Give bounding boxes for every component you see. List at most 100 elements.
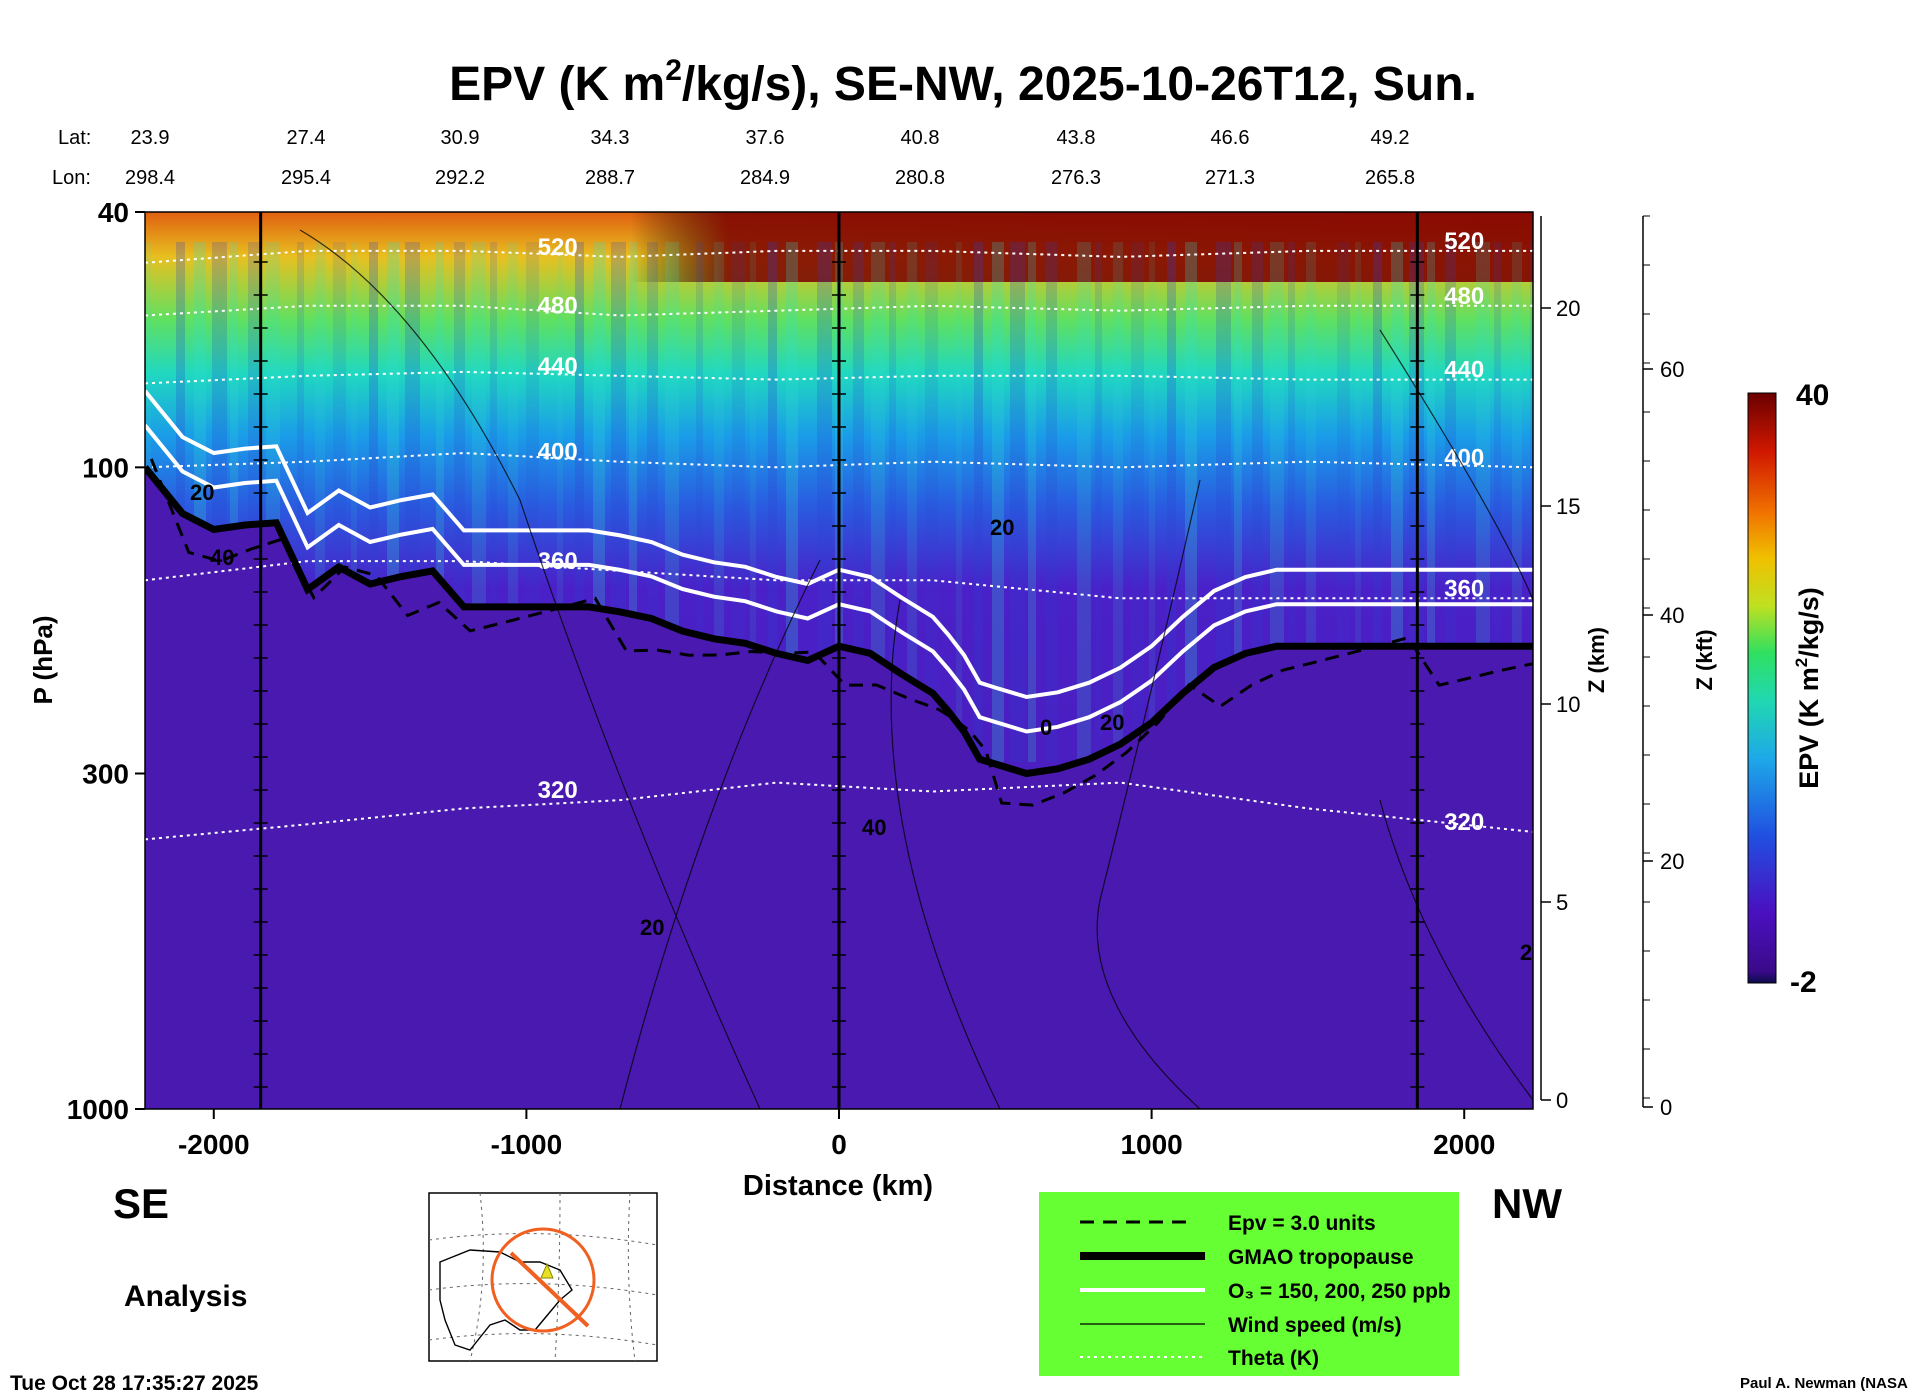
streak xyxy=(992,242,1004,762)
y-tick-label: 1000 xyxy=(67,1094,129,1125)
streak xyxy=(1113,242,1123,762)
streak xyxy=(557,242,563,762)
wind-line xyxy=(1379,329,1533,601)
wind-line xyxy=(299,229,761,1109)
streak xyxy=(1028,242,1036,762)
legend-item-tropopause: GMAO tropopause xyxy=(1228,1246,1414,1269)
credit-label: Paul A. Newman (NASA xyxy=(1740,1375,1908,1392)
z-kft-tick-label: 0 xyxy=(1660,1095,1672,1120)
theta-label: 360 xyxy=(1444,575,1484,602)
wind-label: 20 xyxy=(640,915,664,940)
x-axis: -2000 -1000 0 1000 2000 xyxy=(178,1109,1495,1160)
theta-label: 440 xyxy=(1444,357,1484,384)
lat-value: 49.2 xyxy=(1371,127,1410,149)
wind-line xyxy=(1096,479,1201,1109)
y-axis-pressure: 40 100 300 1000 xyxy=(67,197,145,1125)
streak xyxy=(1373,242,1382,762)
z-km-tick-label: 20 xyxy=(1556,296,1580,321)
streak xyxy=(768,242,777,762)
streak xyxy=(647,242,658,762)
lon-value: 280.8 xyxy=(895,167,945,189)
theta-label: 440 xyxy=(538,353,578,380)
streak xyxy=(1077,242,1091,762)
streak xyxy=(1306,242,1316,762)
lat-value: 23.9 xyxy=(131,127,170,149)
map-inset xyxy=(428,1192,658,1362)
theta-label: 320 xyxy=(1444,809,1484,836)
theta-line xyxy=(145,249,1533,264)
ozone-contour-200 xyxy=(145,389,1533,700)
wind-line xyxy=(890,599,1001,1109)
streak xyxy=(750,242,756,762)
streak xyxy=(1512,242,1522,762)
streak xyxy=(369,242,378,762)
gmao-tropopause-line xyxy=(145,465,1533,778)
x-tick-label: 1000 xyxy=(1120,1129,1182,1160)
wind-label: 40 xyxy=(862,815,886,840)
wind-label: 20 xyxy=(990,515,1014,540)
streak xyxy=(1530,242,1533,762)
streak xyxy=(1010,242,1025,762)
lon-value: 288.7 xyxy=(585,167,635,189)
lon-value: 298.4 xyxy=(125,167,175,189)
streak xyxy=(1427,242,1435,762)
x-tick-label: 0 xyxy=(831,1129,847,1160)
lon-value: 292.2 xyxy=(435,167,485,189)
z-kft-tick-label: 40 xyxy=(1660,603,1684,628)
streak xyxy=(1494,242,1501,762)
streak xyxy=(1149,242,1155,762)
streak xyxy=(230,242,238,762)
y-axis-label: P (hPa) xyxy=(28,615,58,704)
theta-label: 320 xyxy=(538,777,578,804)
streak xyxy=(732,242,745,762)
theta-label: 400 xyxy=(1444,444,1484,471)
streak xyxy=(1216,242,1231,762)
wind-label: 20 xyxy=(190,480,214,505)
lon-value: 265.8 xyxy=(1365,167,1415,189)
y-tick-label: 300 xyxy=(82,758,129,789)
x-tick-label: -1000 xyxy=(491,1129,563,1160)
legend-item-epv: Epv = 3.0 units xyxy=(1228,1212,1376,1235)
z-km-tick-label: 15 xyxy=(1556,494,1580,519)
wind-line xyxy=(1379,799,1533,1101)
z-km-label: Z (km) xyxy=(1584,627,1609,693)
center-marker-icon xyxy=(540,1262,554,1279)
se-label: SE xyxy=(113,1180,169,1227)
theta-label: 480 xyxy=(1444,283,1484,310)
legend: Epv = 3.0 units GMAO tropopause O₃ = 150… xyxy=(1039,1192,1459,1376)
streak xyxy=(696,242,703,762)
streak xyxy=(974,242,983,762)
lon-label: Lon: xyxy=(52,167,91,189)
lat-value: 46.6 xyxy=(1211,127,1250,149)
wind-speed-contours: 20 40 20 20 40 20 20 0 xyxy=(190,229,1544,1109)
lon-value: 276.3 xyxy=(1051,167,1101,189)
map-range-circle xyxy=(490,1227,596,1333)
streak xyxy=(176,242,185,762)
lat-value: 34.3 xyxy=(591,127,630,149)
nw-label: NW xyxy=(1492,1180,1562,1227)
lat-value: 40.8 xyxy=(901,127,940,149)
streak xyxy=(925,242,938,762)
streak xyxy=(1252,242,1263,762)
wind-label: 0 xyxy=(1040,715,1052,740)
legend-item-ozone: O₃ = 150, 200, 250 ppb xyxy=(1228,1280,1451,1303)
streak xyxy=(1131,242,1144,762)
vertical-section-markers xyxy=(253,212,1425,1109)
lat-label: Lat: xyxy=(58,127,91,149)
x-tick-label: 2000 xyxy=(1433,1129,1495,1160)
colorbar-max-label: 40 xyxy=(1796,379,1829,412)
streak xyxy=(714,242,724,762)
streak xyxy=(1391,242,1403,762)
wind-label: 20 xyxy=(1520,940,1544,965)
streak xyxy=(956,242,962,762)
streak xyxy=(1288,242,1295,762)
theta-line xyxy=(145,451,1533,469)
colorbar-min-label: -2 xyxy=(1790,966,1817,999)
theta-label: 520 xyxy=(538,234,578,261)
analysis-label: Analysis xyxy=(124,1280,247,1313)
wind-label: 40 xyxy=(210,545,234,570)
streak xyxy=(490,242,497,762)
theta-label: 480 xyxy=(538,293,578,320)
